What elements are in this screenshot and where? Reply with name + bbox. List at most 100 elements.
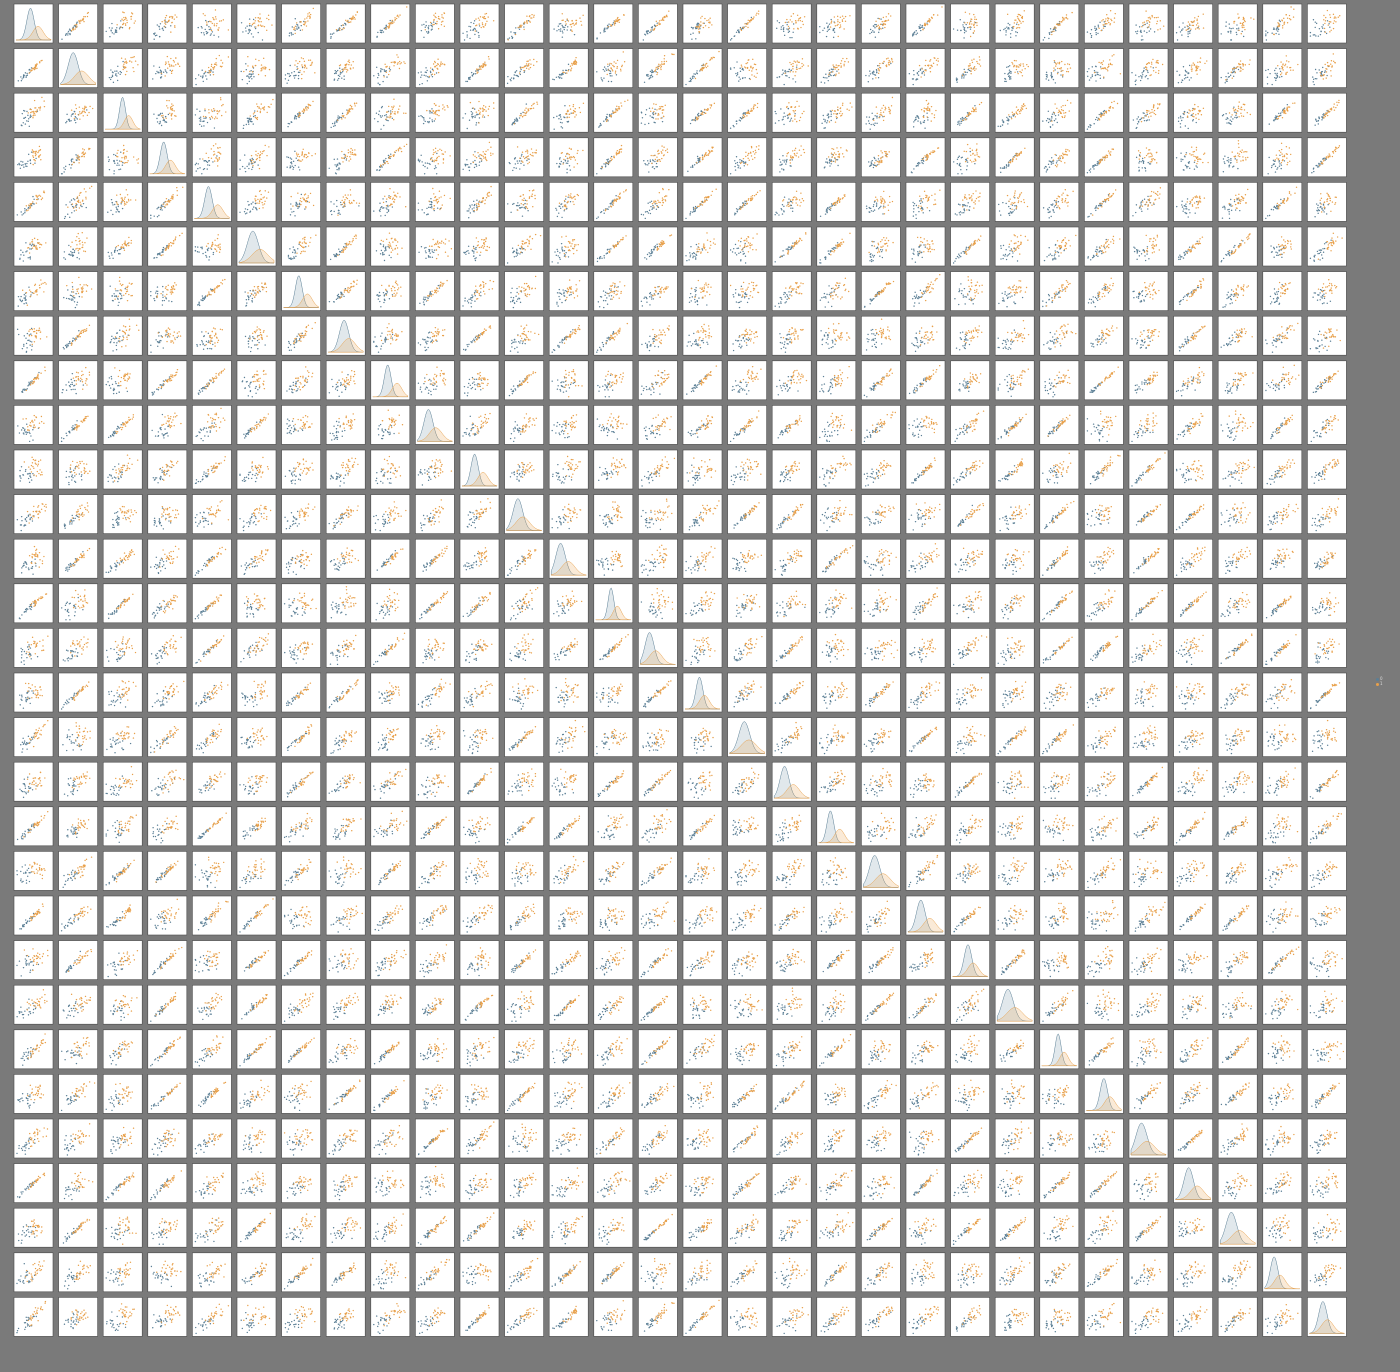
scatter-point: [124, 62, 125, 63]
scatter-point: [441, 14, 442, 15]
scatter-point: [648, 78, 649, 79]
scatter-point: [1112, 55, 1113, 56]
scatter-point: [711, 57, 712, 58]
scatter-point: [259, 18, 260, 19]
scatter-point: [554, 79, 555, 80]
scatter-point: [737, 72, 738, 73]
scatter-point: [209, 21, 210, 22]
scatter-point: [1181, 82, 1182, 83]
scatter-point: [1094, 26, 1095, 27]
scatter-point: [740, 27, 741, 28]
scatter-point: [891, 59, 892, 60]
scatter-point: [342, 28, 343, 29]
scatter-point: [835, 73, 836, 74]
scatter-point: [785, 75, 786, 76]
scatter-point: [397, 57, 398, 58]
scatter-point: [1010, 71, 1011, 72]
scatter-point: [248, 76, 249, 77]
scatter-point: [1063, 18, 1064, 19]
scatter-point: [964, 69, 965, 70]
scatter-point: [703, 64, 704, 65]
scatter-point: [937, 14, 938, 15]
scatter-point: [1015, 60, 1016, 61]
scatter-point: [386, 72, 387, 73]
scatter-point: [1023, 65, 1024, 66]
scatter-point: [385, 28, 386, 29]
scatter-point: [174, 14, 175, 15]
scatter-point: [566, 70, 567, 71]
scatter-point: [876, 69, 877, 70]
scatter-point: [347, 61, 348, 62]
scatter-point: [330, 33, 331, 34]
scatter-point: [430, 71, 431, 72]
scatter-point: [443, 64, 444, 65]
scatter-point: [840, 17, 841, 18]
scatter-point: [1007, 14, 1008, 15]
scatter-point: [1282, 27, 1283, 28]
scatter-point: [1096, 34, 1097, 35]
scatter-point: [1011, 30, 1012, 31]
scatter-point: [1187, 77, 1188, 78]
scatter-point: [289, 35, 290, 36]
scatter-point: [1181, 34, 1182, 35]
scatter-point: [1060, 71, 1061, 72]
scatter-point: [135, 20, 136, 21]
scatter-point: [223, 19, 224, 20]
scatter-point: [1049, 32, 1050, 33]
scatter-point: [747, 27, 748, 28]
scatter-point: [382, 30, 383, 31]
scatter-point: [558, 76, 559, 77]
scatter-point: [964, 22, 965, 23]
scatter-point: [403, 61, 404, 62]
scatter-point: [392, 62, 393, 63]
scatter-point: [822, 30, 823, 31]
scatter-point: [214, 25, 215, 26]
scatter-point: [696, 26, 697, 27]
scatter-point: [169, 66, 170, 67]
scatter-point: [164, 26, 165, 27]
scatter-point: [819, 32, 820, 33]
scatter-point: [1225, 26, 1226, 27]
scatter-point: [435, 13, 436, 14]
scatter-point: [383, 69, 384, 70]
scatter-point: [1100, 66, 1101, 67]
scatter-point: [1051, 73, 1052, 74]
scatter-point: [310, 16, 311, 17]
scatter-point: [298, 27, 299, 28]
scatter-point: [216, 58, 217, 59]
scatter-point: [749, 70, 750, 71]
scatter-point: [661, 66, 662, 67]
scatter-point: [789, 31, 790, 32]
scatter-point: [296, 26, 297, 27]
scatter-point: [1100, 78, 1101, 79]
scatter-point: [252, 24, 253, 25]
scatter-point: [168, 63, 169, 64]
scatter-point: [82, 19, 83, 20]
scatter-point: [608, 81, 609, 82]
scatter-point: [1056, 63, 1057, 64]
scatter-point: [941, 6, 942, 7]
scatter-point: [76, 24, 77, 25]
scatter-point: [963, 75, 964, 76]
scatter-point: [964, 71, 965, 72]
scatter-point: [174, 18, 175, 19]
scatter-point: [740, 28, 741, 29]
scatter-panel: [594, 4, 633, 43]
scatter-point: [1052, 76, 1053, 77]
scatter-point: [604, 28, 605, 29]
scatter-point: [20, 76, 21, 77]
scatter-point: [298, 78, 299, 79]
scatter-point: [165, 71, 166, 72]
scatter-point: [376, 36, 377, 37]
scatter-point: [826, 77, 827, 78]
scatter-point: [575, 20, 576, 21]
scatter-point: [67, 34, 68, 35]
scatter-point: [438, 28, 439, 29]
scatter-point: [1017, 32, 1018, 33]
scatter-point: [519, 72, 520, 73]
scatter-point: [649, 32, 650, 33]
scatter-point: [435, 62, 436, 63]
scatter-point: [1106, 69, 1107, 70]
scatter-point: [754, 75, 755, 76]
scatter-point: [1059, 63, 1060, 64]
